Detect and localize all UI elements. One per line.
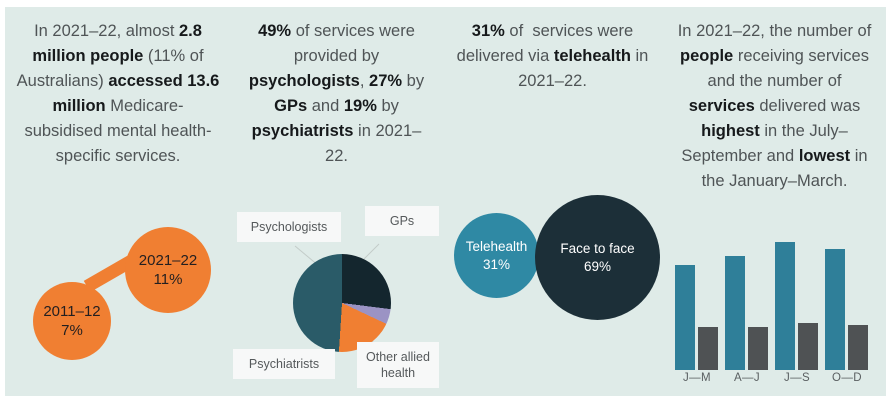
circle-face-to-face: Face to face 69% xyxy=(535,195,660,320)
pie-callout-psychiatrists: Psychiatrists xyxy=(233,349,335,379)
pie-chart-provider-type: Psychologists GPs Psychiatrists Other al… xyxy=(231,202,442,396)
bar-people-J—M xyxy=(675,265,695,370)
bubble-2011-12-value: 7% xyxy=(61,322,83,339)
panel-quarterly-blurb: In 2021–22, the number of people receivi… xyxy=(677,22,872,190)
bar-services-O—D xyxy=(848,324,868,370)
panel-access: In 2021–22, almost 2.8 million people (1… xyxy=(5,7,231,396)
bubble-chart-access: 2011–12 7% 2021–22 11% xyxy=(5,202,231,396)
bubble-2021-22-value: 11% xyxy=(153,271,183,288)
panel-telehealth-blurb: 31% of services were delivered via teleh… xyxy=(456,22,649,90)
circle-telehealth: Telehealth 31% xyxy=(454,213,539,298)
bar-people-A—J xyxy=(725,255,745,370)
bar-chart-quarterly: J—M A—J J—S O—D xyxy=(663,232,886,396)
panel-provider-type-blurb: 49% of services were provided by psychol… xyxy=(248,22,425,165)
circle-telehealth-label: Telehealth xyxy=(465,238,528,254)
bar-services-A—J xyxy=(748,327,768,370)
bar-group: O—D xyxy=(825,232,869,384)
bar-axis-label: J—M xyxy=(682,372,712,384)
provider-type-pie xyxy=(293,254,391,352)
bar-group: A—J xyxy=(725,232,769,384)
bubble-2011-12-year: 2011–12 xyxy=(43,303,101,320)
pie-callout-gps: GPs xyxy=(365,206,439,236)
pie-callout-other-allied-health: Other allied health xyxy=(357,342,439,388)
panel-quarterly: In 2021–22, the number of people receivi… xyxy=(663,7,886,396)
infographic-root: In 2021–22, almost 2.8 million people (1… xyxy=(5,7,886,396)
circle-face-to-face-value: 69% xyxy=(583,258,612,274)
bubble-2021-22-year: 2021–22 xyxy=(138,252,198,269)
bar-group: J—M xyxy=(675,232,719,384)
bar-axis-label: A—J xyxy=(733,372,761,384)
pie-callout-psychologists: Psychologists xyxy=(237,212,341,242)
bar-people-O—D xyxy=(825,248,845,370)
panel-telehealth: 31% of services were delivered via teleh… xyxy=(442,7,663,396)
circle-telehealth-value: 31% xyxy=(482,256,511,272)
bar-services-J—M xyxy=(698,327,718,370)
bar-services-J—S xyxy=(798,323,818,370)
bar-people-J—S xyxy=(775,241,795,370)
circle-chart-delivery-mode: Telehealth 31% Face to face 69% xyxy=(442,195,663,396)
circle-face-to-face-label: Face to face xyxy=(560,240,635,256)
bar-axis-label: O—D xyxy=(832,372,862,384)
bubble-2011-12: 2011–12 7% xyxy=(33,282,111,360)
bar-group: J—S xyxy=(775,232,819,384)
bubble-2021-22: 2021–22 11% xyxy=(125,227,211,313)
panel-provider-type: 49% of services were provided by psychol… xyxy=(231,7,442,396)
bar-chart-plot-area: J—M A—J J—S O—D xyxy=(675,232,875,384)
bar-axis-label: J—S xyxy=(783,372,811,384)
panel-access-blurb: In 2021–22, almost 2.8 million people (1… xyxy=(16,22,220,165)
